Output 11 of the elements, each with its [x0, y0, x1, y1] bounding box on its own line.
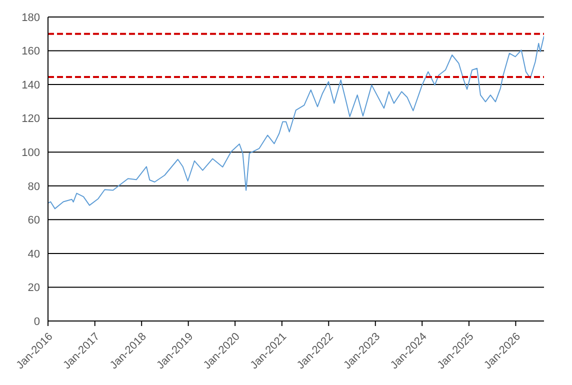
y-tick-label: 20 [28, 282, 40, 294]
y-tick-label: 160 [22, 46, 40, 58]
line-series [48, 36, 544, 210]
y-tick-label: 180 [22, 12, 40, 24]
y-tick-label: 120 [22, 113, 40, 126]
y-tick-label: 60 [28, 214, 40, 227]
y-tick-label: 0 [34, 316, 40, 328]
y-tick-label: 100 [22, 147, 40, 160]
y-tick-label: 40 [28, 248, 40, 260]
y-tick-label: 80 [28, 180, 40, 193]
y-tick-label: 140 [22, 79, 40, 92]
